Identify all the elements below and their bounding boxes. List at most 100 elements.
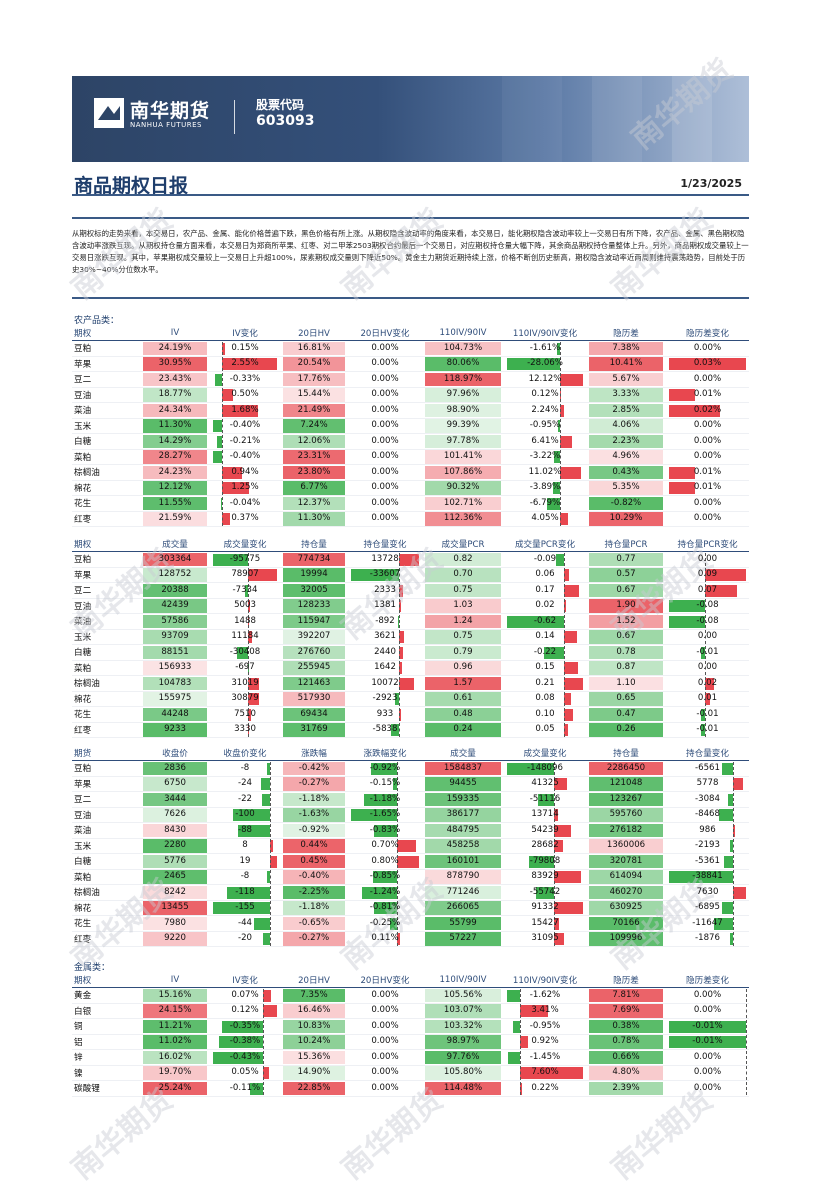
cell-value: 276760 [297, 646, 331, 657]
cell-value: 255945 [297, 662, 331, 672]
cell-value: 0.02 [535, 600, 555, 610]
table-cell: -0.08 [666, 613, 749, 630]
cell-value: 28682 [531, 840, 559, 850]
cell-value: 99.39% [446, 420, 480, 430]
table-row: 棉花 155975 30879 517930 -2923 0.61 0.08 0.65 0.01 [72, 691, 749, 707]
column-header: 成交量 [422, 746, 504, 761]
table-cell: 0.47 [586, 706, 666, 723]
positive-bar [563, 724, 569, 736]
column-header: 隐历差变化 [666, 326, 749, 341]
table-cell: 0.75 [422, 582, 504, 599]
table-cell: 458258 [422, 838, 504, 854]
positive-bar [263, 989, 272, 1002]
table-cell: -0.04% [210, 495, 280, 512]
table-row: 锌 16.02% -0.43% 15.36% 0.00% 97.76% -1.45% 0.66… [72, 1049, 749, 1066]
table-cell: 0.01% [666, 464, 749, 481]
cell-value: 19994 [300, 569, 328, 579]
table-cell: 19994 [280, 567, 348, 583]
table-cell: 0.11% [348, 931, 422, 947]
table-cell: 5.67% [586, 371, 666, 388]
row-label: 碳酸锂 [72, 1080, 140, 1097]
table-cell: -20 [210, 931, 280, 947]
cell-value: 2836 [164, 762, 186, 773]
zero-axis [396, 901, 398, 915]
table-cell: -0.38% [210, 1034, 280, 1050]
zero-axis [399, 599, 401, 613]
table-cell: 155975 [140, 691, 210, 707]
table-cell: 11.21% [140, 1018, 210, 1035]
table-cell: 0.48 [422, 706, 504, 723]
table-cell: 31019 [210, 675, 280, 692]
cell-value: 6750 [164, 778, 186, 788]
table-cell: 1381 [348, 598, 422, 614]
zero-axis [560, 419, 562, 433]
zero-axis [399, 630, 401, 644]
column-header: 涨跌幅 [280, 746, 348, 761]
cell-value: 0.00% [371, 389, 399, 399]
zero-axis [263, 1004, 265, 1018]
cell-value: 3330 [234, 724, 256, 734]
row-label: 豆油 [72, 598, 140, 614]
cell-value: 156933 [158, 662, 192, 672]
zero-axis [263, 988, 265, 1002]
table-cell: 1360006 [586, 838, 666, 854]
zero-axis [563, 583, 565, 597]
logo-text-en: NANHUA FUTURES [130, 121, 202, 129]
table-cell: 15.16% [140, 987, 210, 1004]
zero-axis [563, 630, 565, 644]
column-header: 期权 [72, 973, 140, 988]
negative-bar [395, 693, 400, 705]
negative-bar [392, 778, 397, 790]
table-cell: 11.55% [140, 495, 210, 512]
table-cell: 70166 [586, 915, 666, 932]
cell-value: 0.50% [231, 389, 259, 399]
table-cell: 107.86% [422, 464, 504, 481]
zero-axis [263, 1081, 265, 1095]
cell-value: -2193 [695, 840, 720, 850]
cell-value: 2440 [374, 646, 396, 657]
zero-axis [746, 1081, 747, 1095]
cell-value: -155 [235, 902, 255, 912]
table-cell: 460270 [586, 884, 666, 901]
zero-axis [733, 885, 735, 899]
data-table: 期权 IV IV变化 20日HV 20日HV变化 110IV/90IV 110IV/90IV… [72, 326, 749, 527]
cell-value: 78907 [231, 569, 259, 579]
cell-value: 5778 [696, 778, 719, 788]
zero-axis [563, 614, 565, 628]
cell-value: 0.70 [453, 569, 473, 579]
zero-axis [554, 901, 555, 915]
positive-bar [554, 902, 583, 914]
table-cell: 0.75 [422, 629, 504, 645]
row-label: 苹果 [72, 567, 140, 583]
table-row: 豆二 23.43% -0.33% 17.76% 0.00% 118.97% 12.12% 5.… [72, 371, 749, 388]
zero-axis [560, 341, 562, 355]
table-cell: 14.90% [280, 1065, 348, 1081]
table-cell: 97.76% [422, 1049, 504, 1066]
table-cell: 44248 [140, 706, 210, 723]
cell-value: 386177 [446, 809, 480, 819]
table-cell: 0.26 [586, 722, 666, 738]
row-label: 红枣 [72, 722, 140, 738]
cell-value: 0.00% [693, 1005, 722, 1015]
table-cell: 23.31% [280, 449, 348, 465]
cell-value: 3.33% [612, 389, 640, 399]
table-cell: 3444 [140, 791, 210, 808]
table-cell: 11.02% [504, 464, 586, 481]
table-row: 红枣 9220 -20 -0.27% 0.11% 57227 31095 109996 -187… [72, 931, 749, 947]
negative-bar [507, 762, 554, 775]
table-cell: 24.34% [140, 402, 210, 419]
zero-axis [554, 854, 555, 868]
positive-bar [563, 662, 578, 674]
cell-value: 0.12% [231, 1005, 259, 1015]
zero-axis [705, 568, 707, 582]
zero-axis [705, 676, 707, 690]
cell-value: 15.16% [158, 989, 192, 1000]
table-cell: 55799 [422, 915, 504, 932]
cell-value: 55799 [449, 917, 477, 928]
table-cell: -0.83% [348, 822, 422, 839]
table-cell: 0.15% [210, 340, 280, 357]
zero-axis [560, 357, 562, 371]
table-cell: -0.33% [210, 371, 280, 388]
table-cell: -5838 [348, 722, 422, 738]
table-row: 菜粕 156933 -697 255945 1642 0.96 0.15 0.87 0.00 [72, 660, 749, 676]
